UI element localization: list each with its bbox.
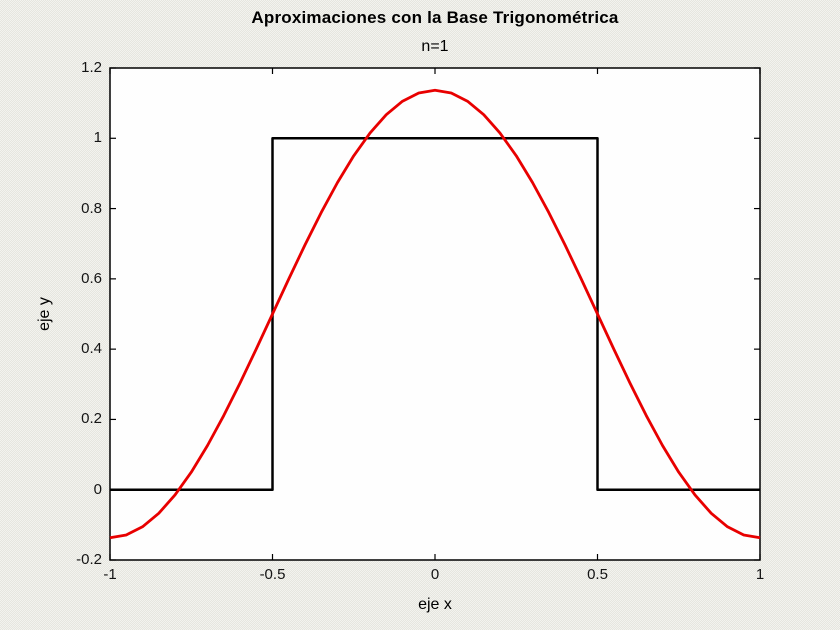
y-tick-label: 0.4 bbox=[81, 340, 102, 358]
y-tick-label: -0.2 bbox=[76, 551, 102, 568]
y-tick-label: 1.2 bbox=[81, 59, 102, 76]
y-tick-label: 0.6 bbox=[81, 269, 102, 287]
x-tick-label: -0.5 bbox=[259, 566, 286, 583]
x-axis-label: eje x bbox=[418, 596, 452, 613]
x-tick-label: -1 bbox=[103, 566, 117, 583]
y-tick-label: 0.2 bbox=[81, 410, 102, 428]
series-aproximacion-trigonometrica-n1 bbox=[109, 88, 761, 540]
x-tick-label: 0.5 bbox=[587, 566, 608, 583]
x-tick-label: 0 bbox=[430, 566, 440, 583]
series-funcion-original-pulso bbox=[110, 137, 760, 491]
chart-title: Aproximaciones con la Base Trigonométric… bbox=[251, 8, 619, 27]
y-tick-label: 0.8 bbox=[81, 199, 102, 217]
y-tick-label: 1 bbox=[93, 129, 102, 147]
y-tick-label: 0 bbox=[93, 480, 102, 498]
axes-box bbox=[109, 67, 761, 561]
x-tick-label: 1 bbox=[755, 566, 765, 583]
chart-subtitle: n=1 bbox=[421, 38, 449, 55]
y-axis-label: eje y bbox=[36, 297, 53, 331]
